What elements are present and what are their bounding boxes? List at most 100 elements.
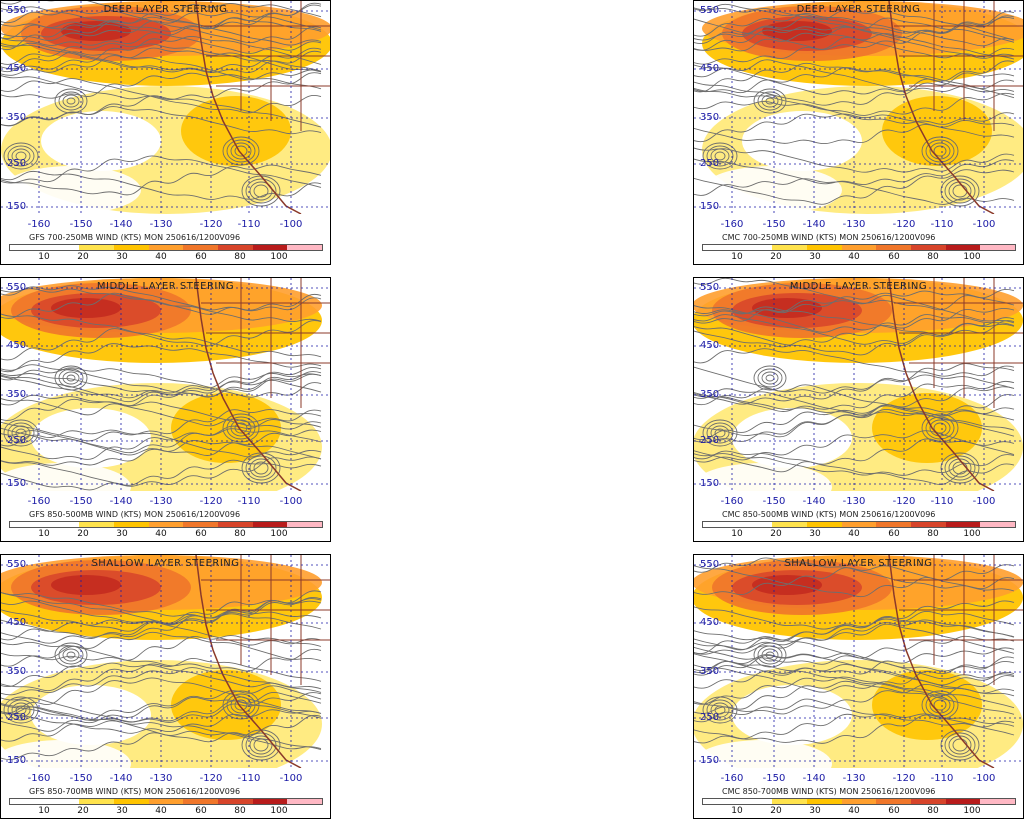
streamline bbox=[1, 16, 322, 51]
color-scale-tick: 100 bbox=[270, 806, 288, 816]
color-scale-swatch bbox=[945, 799, 981, 804]
latitude-label: 350 bbox=[7, 389, 27, 400]
color-scale-tick: 60 bbox=[195, 529, 207, 539]
streamline bbox=[1, 598, 322, 626]
streamline bbox=[1, 600, 322, 632]
streamline bbox=[694, 557, 1015, 590]
longitude-label: -150 bbox=[69, 496, 93, 507]
streamline bbox=[1, 292, 322, 322]
streamline bbox=[694, 676, 1015, 709]
latitude-label: 450 bbox=[700, 617, 720, 628]
color-scale-swatch bbox=[876, 799, 912, 804]
circulation-contour bbox=[11, 148, 31, 164]
circulation-contour bbox=[253, 738, 269, 752]
streamline bbox=[1, 2, 322, 32]
circulation-contour bbox=[15, 705, 27, 715]
circulation-contour bbox=[940, 175, 980, 207]
streamline bbox=[694, 87, 1015, 116]
circulation-contour bbox=[714, 705, 726, 715]
circulation-contour bbox=[245, 732, 277, 758]
streamline bbox=[694, 660, 1015, 697]
longitude-label: -110 bbox=[930, 219, 954, 230]
circulation-contour bbox=[226, 416, 256, 440]
streamline bbox=[694, 405, 1015, 441]
wind-speed-shading bbox=[41, 111, 161, 171]
streamline bbox=[1, 667, 322, 696]
color-scale-tick: 40 bbox=[848, 252, 860, 262]
circulation-contour bbox=[62, 371, 80, 385]
color-scale-swatch bbox=[114, 522, 149, 527]
longitude-label: -140 bbox=[802, 496, 826, 507]
circulation-contour bbox=[3, 419, 39, 447]
circulation-contour bbox=[944, 732, 976, 758]
latitude-label: 550 bbox=[700, 559, 720, 570]
color-scale-tick: 80 bbox=[927, 252, 939, 262]
latitude-label: 550 bbox=[700, 282, 720, 293]
latitude-label: 550 bbox=[700, 5, 720, 16]
circulation-contour bbox=[249, 181, 273, 201]
latitude-label: 150 bbox=[700, 755, 720, 766]
latitude-label: 550 bbox=[7, 282, 27, 293]
color-scale-bar bbox=[9, 521, 323, 528]
wind-speed-shading bbox=[702, 166, 842, 214]
panel-caption: GFS 700-250MB WIND (KTS) MON 250616/1200… bbox=[29, 233, 241, 242]
coastline bbox=[888, 555, 995, 768]
longitude-label: -150 bbox=[762, 773, 786, 784]
longitude-label: -160 bbox=[720, 219, 744, 230]
streamline bbox=[694, 72, 1015, 106]
longitude-label: -140 bbox=[802, 219, 826, 230]
latitude-label: 250 bbox=[700, 158, 720, 169]
longitude-label: -100 bbox=[279, 773, 303, 784]
wind-speed-shading bbox=[51, 575, 121, 595]
color-scale-swatch bbox=[79, 245, 115, 250]
latitude-label: 150 bbox=[7, 478, 27, 489]
circulation-contour bbox=[11, 425, 31, 441]
color-scale-swatch bbox=[807, 245, 842, 250]
circulation-contour bbox=[948, 458, 972, 478]
color-scale-swatch bbox=[703, 799, 738, 804]
color-scale-tick: 20 bbox=[770, 806, 782, 816]
color-scale-tick: 20 bbox=[770, 529, 782, 539]
longitude-label: -130 bbox=[149, 773, 173, 784]
steering-panel: SHALLOW LAYER STEERING 550 450 350 250 150 -16… bbox=[693, 554, 1024, 819]
color-scale-tick: 100 bbox=[270, 252, 288, 262]
latitude-label: 450 bbox=[700, 63, 720, 74]
streamline bbox=[1, 677, 322, 714]
streamline bbox=[694, 619, 1015, 650]
color-scale-tick: 30 bbox=[809, 252, 821, 262]
color-scale-swatch bbox=[807, 799, 842, 804]
color-scale-tick: 80 bbox=[234, 806, 246, 816]
circulation-contour bbox=[253, 461, 269, 475]
circulation-contour bbox=[245, 178, 277, 204]
latitude-label: 250 bbox=[7, 435, 27, 446]
circulation-contour bbox=[7, 145, 35, 167]
circulation-contour bbox=[222, 413, 260, 443]
color-scale-swatch bbox=[911, 522, 946, 527]
wind-map bbox=[694, 278, 1023, 491]
longitude-label: -110 bbox=[930, 496, 954, 507]
panel-title: DEEP LAYER STEERING bbox=[796, 4, 921, 15]
circulation-contour bbox=[706, 145, 734, 167]
wind-speed-shading bbox=[752, 298, 822, 318]
panel-title: DEEP LAYER STEERING bbox=[103, 4, 228, 15]
panel-title: SHALLOW LAYER STEERING bbox=[784, 558, 933, 569]
wind-speed-shading bbox=[1, 166, 141, 214]
wind-speed-shading bbox=[694, 463, 832, 491]
circulation-contour bbox=[710, 702, 730, 718]
circulation-contour bbox=[15, 428, 27, 438]
circulation-contour bbox=[58, 645, 84, 665]
longitude-label: -120 bbox=[892, 773, 916, 784]
longitude-label: -130 bbox=[149, 219, 173, 230]
circulation-contour bbox=[940, 452, 980, 484]
color-scale-tick: 60 bbox=[888, 252, 900, 262]
latitude-label: 550 bbox=[7, 5, 27, 16]
panel-title: SHALLOW LAYER STEERING bbox=[91, 558, 240, 569]
streamline bbox=[694, 374, 1015, 405]
streamline bbox=[1, 419, 322, 454]
streamline bbox=[1, 692, 322, 723]
circulation-contour bbox=[921, 136, 959, 166]
streamline bbox=[694, 101, 1015, 125]
color-scale-tick: 40 bbox=[848, 529, 860, 539]
latitude-label: 150 bbox=[7, 201, 27, 212]
wind-speed-shading bbox=[1, 463, 131, 491]
